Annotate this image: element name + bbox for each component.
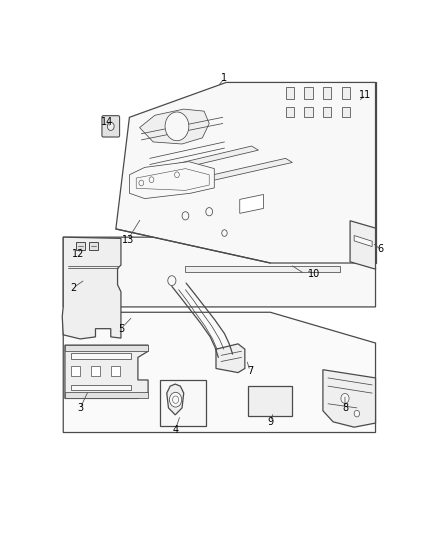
Bar xyxy=(88,242,98,251)
Polygon shape xyxy=(304,107,313,117)
Text: 12: 12 xyxy=(72,248,84,259)
Polygon shape xyxy=(304,86,313,99)
Circle shape xyxy=(341,393,349,403)
Polygon shape xyxy=(167,384,184,415)
Polygon shape xyxy=(342,107,350,117)
Bar xyxy=(111,366,120,376)
Polygon shape xyxy=(323,107,332,117)
Polygon shape xyxy=(247,386,293,416)
Text: 7: 7 xyxy=(247,366,253,376)
Polygon shape xyxy=(240,195,264,213)
Bar xyxy=(71,366,80,376)
Circle shape xyxy=(168,276,176,286)
Polygon shape xyxy=(173,146,258,168)
Polygon shape xyxy=(65,345,148,399)
Text: 3: 3 xyxy=(77,403,83,413)
Polygon shape xyxy=(71,353,131,359)
Text: 6: 6 xyxy=(378,245,384,254)
Circle shape xyxy=(182,212,189,220)
Polygon shape xyxy=(185,266,340,272)
Text: 10: 10 xyxy=(308,269,321,279)
Text: 2: 2 xyxy=(70,282,77,293)
Polygon shape xyxy=(342,86,350,99)
Polygon shape xyxy=(160,380,206,426)
Polygon shape xyxy=(116,83,375,263)
Text: 8: 8 xyxy=(342,403,348,413)
Text: 14: 14 xyxy=(101,117,113,127)
Circle shape xyxy=(222,230,227,236)
Circle shape xyxy=(107,122,114,131)
Bar xyxy=(76,242,85,251)
Text: 13: 13 xyxy=(122,235,134,245)
Polygon shape xyxy=(350,221,375,269)
Bar xyxy=(91,366,100,376)
Text: 4: 4 xyxy=(172,425,178,435)
Text: 5: 5 xyxy=(118,324,124,334)
Polygon shape xyxy=(65,345,148,351)
Text: 9: 9 xyxy=(267,417,273,427)
Polygon shape xyxy=(63,237,375,307)
Circle shape xyxy=(170,392,182,407)
Polygon shape xyxy=(62,237,121,339)
Circle shape xyxy=(165,112,189,141)
Circle shape xyxy=(173,396,179,403)
Polygon shape xyxy=(63,312,375,432)
Circle shape xyxy=(206,207,212,216)
Text: 1: 1 xyxy=(222,74,227,83)
Polygon shape xyxy=(71,385,131,390)
Polygon shape xyxy=(286,86,294,99)
Polygon shape xyxy=(65,392,148,399)
Polygon shape xyxy=(286,107,294,117)
FancyBboxPatch shape xyxy=(102,116,120,137)
Polygon shape xyxy=(204,158,293,181)
Polygon shape xyxy=(140,109,209,144)
Polygon shape xyxy=(323,370,375,427)
Text: 11: 11 xyxy=(359,90,371,100)
Polygon shape xyxy=(130,161,214,199)
Polygon shape xyxy=(354,236,372,247)
Polygon shape xyxy=(216,344,245,373)
Circle shape xyxy=(354,410,360,417)
Polygon shape xyxy=(323,86,332,99)
